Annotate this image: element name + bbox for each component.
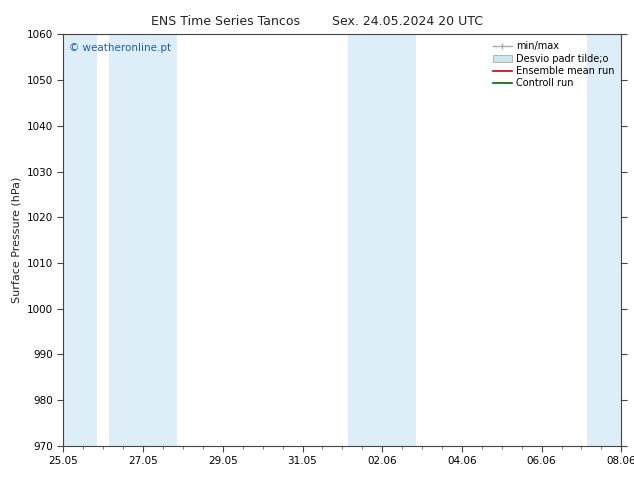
Bar (63, 34, 97, 446)
Y-axis label: Surface Pressure (hPa): Surface Pressure (hPa) (11, 177, 21, 303)
Bar (109, 34, 177, 446)
Bar (348, 34, 416, 446)
Legend: min/max, Desvio padr tilde;o, Ensemble mean run, Controll run: min/max, Desvio padr tilde;o, Ensemble m… (489, 37, 618, 92)
Bar (588, 34, 621, 446)
Text: © weatheronline.pt: © weatheronline.pt (69, 43, 171, 52)
Text: ENS Time Series Tancos        Sex. 24.05.2024 20 UTC: ENS Time Series Tancos Sex. 24.05.2024 2… (151, 15, 483, 28)
